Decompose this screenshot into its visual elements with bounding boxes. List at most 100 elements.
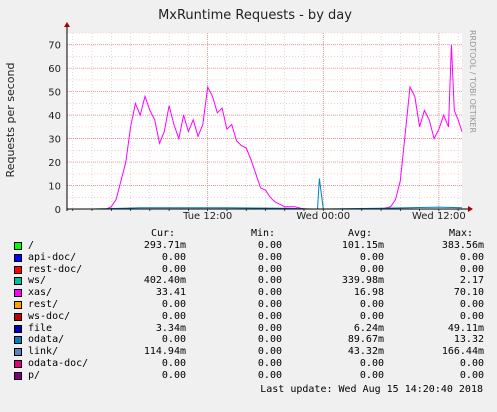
legend-value-max: 0.00 — [459, 263, 484, 275]
legend-value-avg: 0.00 — [359, 369, 384, 381]
y-tick-label: 10 — [48, 182, 61, 193]
legend-name: ws/ — [28, 275, 47, 287]
legend-name: file — [28, 322, 53, 334]
legend-value-cur: 0.00 — [161, 369, 186, 381]
chart-title: MxRuntime Requests - by day — [158, 8, 352, 23]
legend-name: / — [28, 240, 35, 251]
series-line-xas — [67, 44, 463, 210]
legend-swatch — [14, 324, 22, 333]
legend-header-max: Max: — [449, 228, 474, 239]
legend-value-cur: 0.00 — [161, 310, 186, 322]
legend-name: odata-doc/ — [28, 358, 89, 369]
legend-value-avg: 89.67m — [347, 334, 384, 346]
y-tick-label: 0 — [55, 205, 61, 216]
legend-swatch — [14, 277, 22, 286]
legend-swatch — [14, 253, 22, 262]
axes: 0 10 20 30 40 50 60 70 Tue 12:00 Wed 00:00 Wed 12:… — [48, 22, 473, 222]
legend-name: odata/ — [28, 334, 65, 346]
legend-header-avg: Avg: — [348, 228, 373, 239]
legend-value-max: 0.00 — [459, 358, 484, 369]
legend-value-cur: 293.71m — [143, 240, 186, 251]
legend-value-max: 0.00 — [459, 369, 484, 381]
y-tick-label: 60 — [48, 64, 61, 75]
legend-value-cur: 0.00 — [161, 251, 186, 263]
legend-value-min: 0.00 — [257, 346, 282, 358]
legend-value-min: 0.00 — [257, 287, 282, 299]
legend-value-max: 2.17 — [459, 275, 484, 287]
legend-swatch — [14, 289, 22, 298]
legend-value-min: 0.00 — [257, 263, 282, 275]
legend-value-avg: 0.00 — [359, 310, 384, 322]
legend-row: xas/33.41 0.00 16.98 70.10 — [0, 287, 497, 299]
legend-value-min: 0.00 — [257, 369, 282, 381]
legend-name: link/ — [28, 346, 59, 358]
legend-swatch — [14, 360, 22, 368]
legend-value-cur: 402.40m — [143, 275, 186, 287]
legend-value-min: 0.00 — [257, 240, 282, 251]
legend-name: api-doc/ — [28, 251, 77, 263]
legend-value-avg: 0.00 — [359, 299, 384, 310]
legend-row: odata/0.00 0.00 89.67m 13.32 — [0, 334, 497, 346]
legend-value-max: 0.00 — [459, 251, 484, 263]
legend-swatch — [14, 312, 22, 321]
legend-row: rest-doc/0.00 0.00 0.00 0.00 — [0, 264, 497, 276]
legend-value-avg: 43.32m — [347, 346, 384, 358]
legend-value-min: 0.00 — [257, 275, 282, 287]
legend-value-cur: 33.41 — [155, 287, 186, 299]
legend-value-cur: 3.34m — [155, 322, 186, 334]
plot-area — [67, 33, 462, 209]
legend-swatch — [14, 336, 22, 345]
x-axis-arrow — [468, 206, 473, 212]
legend-value-min: 0.00 — [257, 299, 282, 310]
legend-name: ws-doc/ — [28, 310, 71, 322]
legend-value-min: 0.00 — [257, 251, 282, 263]
legend-value-min: 0.00 — [257, 334, 282, 346]
legend-value-max: 0.00 — [459, 299, 484, 310]
legend-row: p/0.00 0.00 0.00 0.00 — [0, 370, 497, 382]
legend-row: / 293.71m 0.00 101.15m 383.56m — [0, 240, 497, 252]
legend-row: odata-doc/0.00 0.00 0.00 0.00 — [0, 358, 497, 370]
y-axis-label: Requests per second — [4, 63, 17, 178]
legend-swatch — [14, 301, 22, 309]
x-tick-label: Tue 12:00 — [182, 211, 232, 222]
legend-value-avg: 0.00 — [359, 358, 384, 369]
legend-swatch — [14, 265, 22, 274]
legend-value-avg: 101.15m — [341, 240, 384, 251]
x-tick-label: Wed 12:00 — [412, 211, 466, 222]
y-tick-label: 20 — [48, 158, 61, 169]
legend-header-cur: Cur: — [151, 228, 176, 239]
legend-value-min: 0.00 — [257, 322, 282, 334]
legend-value-max: 383.56m — [441, 240, 484, 251]
legend-value-avg: 16.98 — [353, 287, 384, 299]
legend-swatch — [14, 371, 22, 380]
legend-row: ws/402.40m 0.00 339.98m 2.17 — [0, 275, 497, 287]
y-tick-label: 40 — [48, 111, 61, 122]
legend-value-cur: 0.00 — [161, 299, 186, 310]
legend-value-cur: 0.00 — [161, 358, 186, 369]
y-tick-label: 50 — [48, 88, 61, 99]
legend-name: xas/ — [28, 287, 53, 299]
legend-value-max: 70.10 — [453, 287, 484, 299]
legend-row: rest/0.00 0.00 0.00 0.00 — [0, 299, 497, 311]
watermark: RRDTOOL / TOBI OETIKER — [468, 30, 477, 133]
legend-value-max: 13.32 — [453, 334, 484, 346]
legend-value-avg: 6.24m — [353, 322, 384, 334]
y-axis-arrow — [64, 22, 70, 27]
legend-value-max: 166.44m — [441, 346, 484, 358]
legend-name: p/ — [28, 369, 41, 381]
legend-name: rest/ — [28, 299, 59, 310]
legend-value-max: 49.11m — [447, 322, 484, 334]
legend-value-max: 0.00 — [459, 310, 484, 322]
legend-value-min: 0.00 — [257, 358, 282, 369]
y-tick-label: 30 — [48, 135, 61, 146]
legend-row: link/114.94m 0.00 43.32m 166.44m — [0, 346, 497, 358]
last-update: Last update: Wed Aug 15 14:20:40 2018 — [260, 384, 483, 395]
legend-value-cur: 0.00 — [161, 263, 186, 275]
legend-swatch — [14, 348, 22, 357]
legend-swatch — [14, 242, 22, 250]
legend-header-min: Min: — [251, 228, 276, 239]
legend-value-cur: 0.00 — [161, 334, 186, 346]
x-tick-label: Wed 00:00 — [296, 211, 350, 222]
legend-row: file 3.34m 0.00 6.24m 49.11m — [0, 323, 497, 335]
